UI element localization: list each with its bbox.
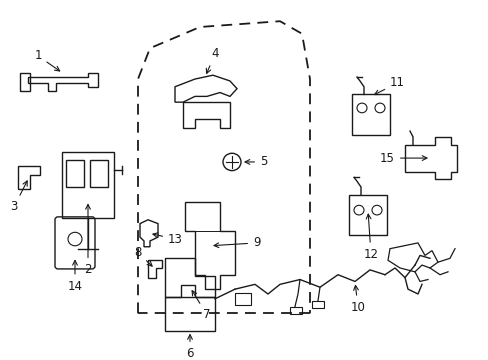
Text: 3: 3: [10, 181, 27, 213]
Bar: [311, 301, 324, 309]
Bar: [20, 73, 30, 91]
Bar: [164, 297, 215, 330]
Text: 11: 11: [374, 76, 404, 95]
Bar: [66, 160, 84, 187]
Bar: [90, 160, 108, 187]
Bar: [348, 195, 386, 235]
Text: 5: 5: [244, 156, 267, 168]
Text: 4: 4: [206, 48, 218, 73]
Text: 9: 9: [214, 237, 260, 249]
Bar: [62, 152, 114, 218]
Text: 2: 2: [84, 204, 92, 276]
Bar: [235, 293, 250, 305]
Text: 15: 15: [379, 152, 426, 165]
Text: 1: 1: [34, 49, 60, 71]
Text: 10: 10: [350, 285, 365, 314]
Text: 12: 12: [363, 214, 378, 261]
Bar: [351, 94, 389, 135]
Bar: [289, 306, 302, 314]
Text: 7: 7: [192, 291, 210, 321]
Text: 6: 6: [186, 335, 193, 360]
Text: 8: 8: [134, 246, 152, 266]
Text: 14: 14: [67, 260, 82, 293]
Text: 13: 13: [153, 233, 183, 246]
